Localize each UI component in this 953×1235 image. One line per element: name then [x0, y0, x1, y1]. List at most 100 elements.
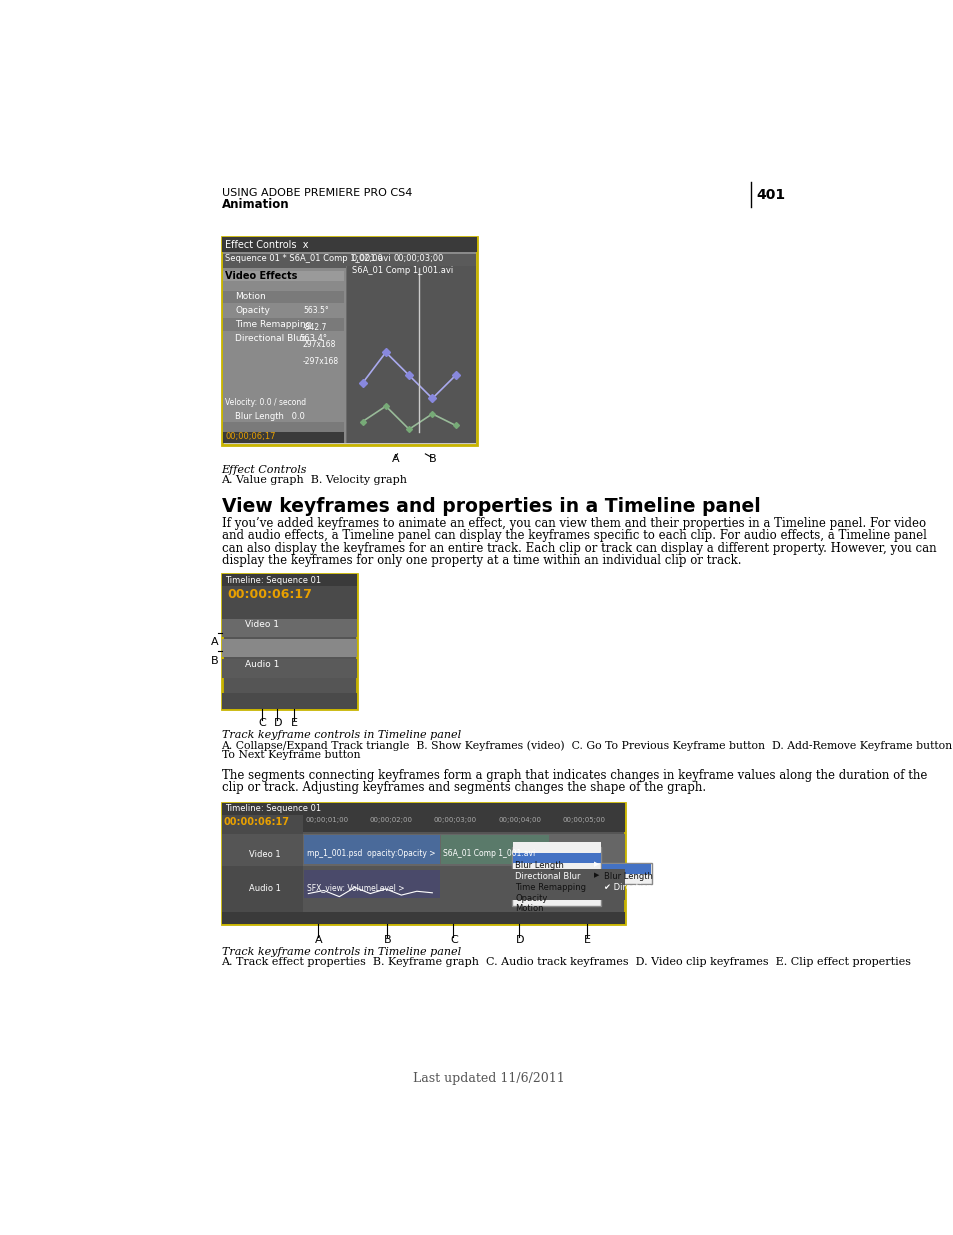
Bar [221, 911, 624, 924]
Bar [513, 842, 599, 852]
Text: ▶: ▶ [593, 861, 598, 867]
Text: Track keyframe controls in Timeline panel: Track keyframe controls in Timeline pane… [221, 730, 460, 740]
Text: Effect Controls: Effect Controls [221, 464, 307, 474]
Text: Timeline: Sequence 01: Timeline: Sequence 01 [224, 576, 320, 584]
Bar [221, 237, 476, 252]
Text: D: D [274, 718, 282, 727]
Bar [223, 305, 344, 317]
Text: Time Remapping: Time Remapping [235, 320, 312, 329]
Text: 0;02;00: 0;02;00 [352, 253, 383, 263]
Text: A: A [211, 637, 218, 647]
Text: 401: 401 [756, 188, 784, 203]
Text: Motion: Motion [515, 904, 543, 914]
Bar [221, 603, 356, 619]
Bar [221, 574, 356, 709]
Text: Time Remapping: Time Remapping [515, 883, 586, 892]
Text: -297x168: -297x168 [303, 357, 338, 366]
Text: 00:00:06:17: 00:00:06:17 [224, 816, 290, 826]
Bar [513, 852, 599, 863]
Text: 00;00;01;00: 00;00;01;00 [305, 816, 348, 823]
Text: Audio 1: Audio 1 [245, 661, 279, 669]
Text: and audio effects, a Timeline panel can display the keyframes specific to each c: and audio effects, a Timeline panel can … [221, 530, 925, 542]
Text: ▶: ▶ [593, 872, 598, 878]
Text: -842.7: -842.7 [303, 324, 327, 332]
Text: A. Value graph  B. Velocity graph: A. Value graph B. Velocity graph [221, 475, 407, 485]
Text: Audio 1: Audio 1 [249, 884, 280, 893]
Text: Effect Controls  x: Effect Controls x [225, 240, 309, 249]
Text: S6A_01 Comp 1_001.avi: S6A_01 Comp 1_001.avi [352, 266, 453, 275]
Text: Sequence 01 * S6A_01 Comp 1_001.avi: Sequence 01 * S6A_01 Comp 1_001.avi [225, 253, 391, 263]
Text: Velocity: 0.0 / second: Velocity: 0.0 / second [225, 399, 306, 408]
Text: Video 1: Video 1 [249, 851, 280, 860]
Text: A: A [314, 935, 322, 945]
Bar [303, 815, 624, 832]
Text: View keyframes and properties in a Timeline panel: View keyframes and properties in a Timel… [221, 496, 760, 516]
Bar [303, 869, 624, 900]
Text: E: E [291, 718, 298, 727]
Text: clip or track. Adjusting keyframes and segments changes the shape of the graph.: clip or track. Adjusting keyframes and s… [221, 782, 705, 794]
Bar [221, 803, 624, 924]
Text: Track keyframe controls in Timeline panel: Track keyframe controls in Timeline pane… [221, 947, 460, 957]
Text: A. Track effect properties  B. Keyframe graph  C. Audio track keyframes  D. Vide: A. Track effect properties B. Keyframe g… [221, 957, 911, 967]
Bar [223, 270, 344, 282]
Bar [221, 587, 356, 603]
Text: mp_1_001.psd  opacity:Opacity >: mp_1_001.psd opacity:Opacity > [307, 848, 435, 858]
Text: 00;00;06;17: 00;00;06;17 [225, 432, 275, 441]
Text: can also display the keyframes for an entire track. Each clip or track can displ: can also display the keyframes for an en… [221, 542, 935, 555]
Bar [513, 885, 599, 895]
Text: A: A [392, 454, 399, 464]
Bar [223, 332, 344, 345]
Text: Blur Length: Blur Length [515, 861, 563, 871]
Bar [223, 432, 344, 443]
Bar [303, 834, 624, 866]
Bar [221, 693, 356, 709]
Text: E: E [583, 935, 590, 945]
Text: Animation: Animation [221, 199, 289, 211]
Bar [221, 619, 356, 637]
Text: display the keyframes for only one property at a time within an individual clip : display the keyframes for only one prope… [221, 555, 740, 567]
Text: 00;00;03;00: 00;00;03;00 [434, 816, 476, 823]
Bar [221, 237, 476, 445]
Text: Video 1: Video 1 [245, 620, 278, 629]
Text: 00;00;04;00: 00;00;04;00 [497, 816, 540, 823]
Bar [221, 659, 356, 678]
Text: Directional Blur: Directional Blur [235, 333, 306, 343]
Bar [347, 266, 476, 443]
Text: 00:00:06:17: 00:00:06:17 [228, 588, 313, 601]
Bar [304, 871, 439, 898]
Text: 00;00;03;00: 00;00;03;00 [394, 253, 443, 263]
Bar [304, 835, 439, 864]
Text: B: B [384, 935, 392, 945]
Bar [223, 253, 476, 268]
Bar [512, 847, 600, 906]
Text: Blur Length: Blur Length [604, 872, 653, 881]
Bar [513, 874, 599, 884]
Text: A. Collapse/Expand Track triangle  B. Show Keyframes (video)  C. Go To Previous : A. Collapse/Expand Track triangle B. Sho… [221, 740, 953, 751]
Text: B: B [211, 656, 218, 666]
Bar [223, 319, 344, 331]
Text: 563.5°: 563.5° [303, 306, 329, 315]
Text: 297x168: 297x168 [303, 340, 336, 350]
Bar [221, 815, 303, 924]
Text: D: D [516, 935, 524, 945]
Text: Video Effects: Video Effects [225, 272, 297, 282]
Bar [221, 574, 356, 587]
Bar [221, 834, 303, 866]
Bar [440, 835, 549, 864]
Text: If you’ve added keyframes to animate an effect, you can view them and their prop: If you’ve added keyframes to animate an … [221, 517, 924, 530]
Text: Timeline: Sequence 01: Timeline: Sequence 01 [224, 804, 320, 813]
Bar [223, 290, 344, 303]
Bar [221, 803, 624, 815]
Text: S6A_01 Comp 1_001.avi: S6A_01 Comp 1_001.avi [443, 848, 535, 858]
Bar [223, 421, 344, 433]
Text: USING ADOBE PREMIERE PRO CS4: USING ADOBE PREMIERE PRO CS4 [221, 188, 412, 199]
Text: ✔ Direction: ✔ Direction [604, 883, 652, 892]
Bar [601, 863, 650, 873]
Bar [221, 638, 356, 657]
Text: Opacity: Opacity [515, 894, 547, 903]
Text: 563.4°: 563.4° [298, 333, 327, 343]
Bar [223, 252, 476, 443]
Bar [513, 863, 599, 873]
Text: Blur Length   0.0: Blur Length 0.0 [235, 412, 305, 421]
Text: SFX_view: VolumeLevel >: SFX_view: VolumeLevel > [307, 883, 404, 892]
